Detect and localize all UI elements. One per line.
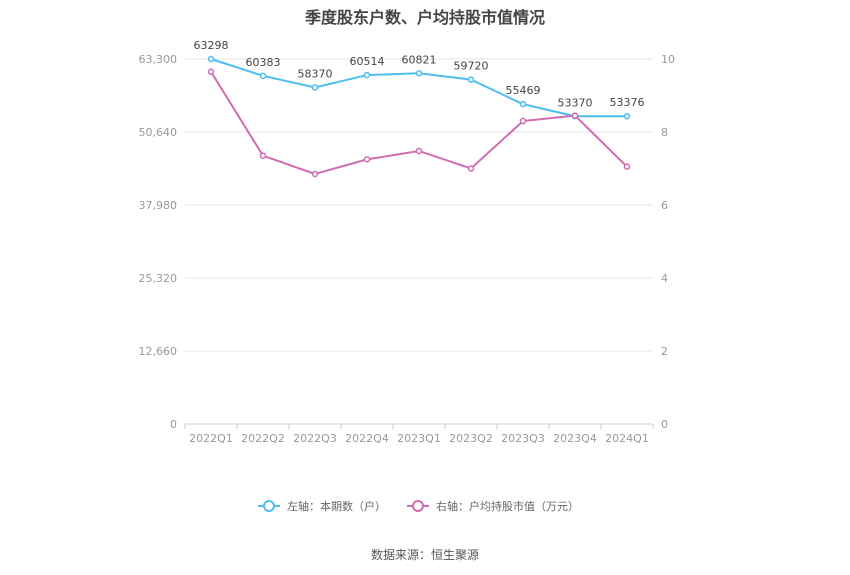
series-2-point — [415, 147, 423, 155]
series-1-point — [259, 72, 267, 80]
series-2-point — [467, 165, 475, 172]
series-1-point — [467, 76, 475, 83]
data-label: 60383 — [246, 56, 281, 69]
data-source-note: 数据来源：恒生聚源 — [370, 548, 479, 562]
series-1-point — [415, 70, 423, 77]
data-label: 58370 — [298, 67, 333, 80]
y-right-tick-label: 2 — [661, 345, 668, 358]
series-1-point — [363, 71, 371, 79]
legend-marker-2 — [412, 500, 424, 512]
data-label: 59720 — [454, 60, 489, 73]
y-right-tick-label: 4 — [661, 272, 668, 285]
y-left-tick-label: 63,300 — [139, 53, 178, 66]
x-tick-label: 2023Q3 — [501, 432, 545, 445]
series-2-point — [207, 68, 215, 76]
legend-label-2: 右轴：户均持股市值（万元） — [436, 499, 579, 513]
data-label: 63298 — [194, 39, 229, 52]
y-left-tick-label: 25,320 — [139, 272, 178, 285]
series-line-2 — [210, 71, 628, 176]
chart-title: 季度股东户数、户均持股市值情况 — [304, 8, 545, 27]
x-tick-label: 2023Q2 — [449, 432, 493, 445]
x-tick-label: 2022Q1 — [189, 432, 233, 445]
data-label: 55469 — [506, 84, 541, 97]
y-left-tick-label: 12,660 — [139, 345, 178, 358]
x-tick-label: 2022Q4 — [345, 432, 389, 445]
y-right-tick-label: 0 — [661, 418, 668, 431]
y-right-tick-label: 6 — [661, 199, 668, 212]
series-1-point — [519, 100, 527, 108]
x-tick-label: 2022Q3 — [293, 432, 337, 445]
x-tick-label: 2023Q4 — [553, 432, 597, 445]
series-1-point — [311, 84, 319, 91]
data-label: 53376 — [610, 96, 645, 109]
series-2-point — [259, 152, 267, 159]
x-tick-label: 2022Q2 — [241, 432, 285, 445]
data-label: 53370 — [558, 96, 593, 109]
y-left-tick-label: 0 — [170, 418, 177, 431]
series-2-point — [311, 170, 319, 178]
data-label: 60514 — [350, 55, 385, 68]
series-1-point — [207, 55, 215, 63]
data-label: 60821 — [402, 53, 437, 66]
legend-marker-1 — [263, 500, 275, 512]
series-2-point — [363, 156, 371, 163]
series-2-point — [571, 112, 579, 119]
series-2-point — [623, 163, 631, 170]
y-right-tick-label: 10 — [661, 53, 675, 66]
y-right-tick-label: 8 — [661, 126, 668, 139]
x-tick-label: 2023Q1 — [397, 432, 441, 445]
series-1-point — [623, 112, 631, 120]
y-left-tick-label: 50,640 — [139, 126, 178, 139]
series-2-point — [519, 117, 527, 125]
x-tick-label: 2024Q1 — [605, 432, 649, 445]
y-left-tick-label: 37,980 — [139, 199, 178, 212]
legend-label-1: 左轴：本期数（户） — [287, 499, 386, 513]
